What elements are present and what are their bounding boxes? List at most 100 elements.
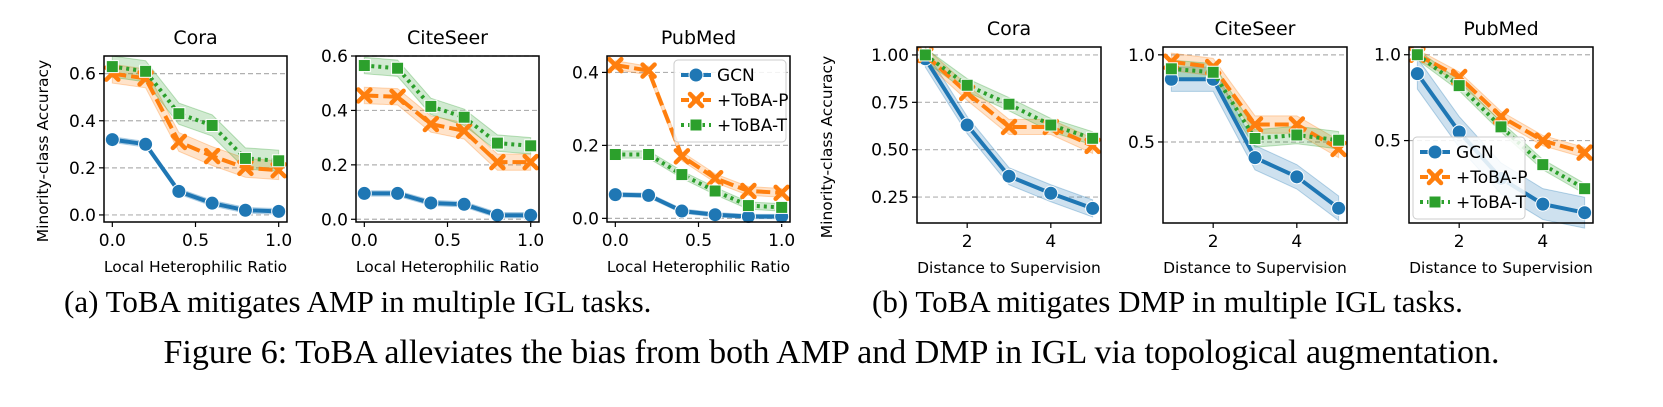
data-point-toba-p bbox=[203, 147, 221, 165]
data-point-gcn bbox=[271, 203, 287, 219]
subplot-b-pubmed: 0.5 1.0 2 4 PubMed Distance to Supervision GCN… bbox=[1374, 18, 1594, 277]
axes-frame bbox=[1162, 46, 1348, 224]
figure-canvas: 0.0 0.2 0.4 0.6 0.0 0.5 1.0 Cora Local Heterophi… bbox=[34, 18, 1594, 277]
data-point-toba-t bbox=[1536, 158, 1550, 172]
data-point-gcn bbox=[959, 117, 975, 133]
y-tick-label: 1.0 bbox=[1128, 46, 1155, 66]
x-tick-label: 4 bbox=[1045, 232, 1056, 252]
data-point-toba-p bbox=[522, 153, 539, 171]
data-point-toba-t bbox=[608, 148, 622, 162]
data-point-toba-p bbox=[673, 148, 691, 165]
y-tick-label: 0.4 bbox=[69, 112, 96, 132]
x-tick-label: 0.5 bbox=[434, 231, 461, 251]
x-tick-label: 1.0 bbox=[265, 231, 292, 251]
x-axis-label: Distance to Supervision bbox=[1409, 259, 1593, 277]
data-point-toba-t bbox=[272, 154, 286, 168]
axes-frame bbox=[916, 46, 1102, 224]
data-point-toba-p bbox=[1000, 118, 1018, 136]
y-tick-label: 0.6 bbox=[321, 47, 348, 67]
data-point-toba-t bbox=[1164, 62, 1178, 76]
data-point-toba-t bbox=[205, 118, 219, 132]
legend-label: GCN bbox=[717, 66, 755, 86]
data-point-toba-p bbox=[356, 87, 373, 104]
legend-marker-gcn bbox=[688, 67, 704, 83]
confidence-band-toba-t bbox=[363, 56, 532, 155]
data-point-toba-t bbox=[1044, 118, 1058, 132]
data-point-gcn bbox=[1043, 185, 1059, 201]
legend-marker-gcn bbox=[1427, 144, 1443, 160]
subplot-title: Cora bbox=[987, 18, 1031, 40]
data-point-gcn bbox=[1409, 66, 1425, 82]
series-line-gcn bbox=[364, 191, 531, 218]
y-tick-label: 1.0 bbox=[1374, 46, 1401, 66]
y-tick-label: 0.50 bbox=[871, 141, 909, 161]
x-tick-label: 1.0 bbox=[768, 231, 795, 251]
subplot-title: PubMed bbox=[661, 27, 736, 49]
series-line-toba-t bbox=[1416, 53, 1586, 191]
x-axis-label: Distance to Supervision bbox=[1163, 259, 1347, 277]
data-point-toba-t bbox=[391, 61, 405, 75]
data-point-toba-p bbox=[607, 56, 624, 74]
data-point-toba-t bbox=[1002, 97, 1016, 111]
data-point-gcn bbox=[423, 195, 439, 211]
legend-label: +ToBA-P bbox=[717, 91, 788, 111]
x-tick-label: 2 bbox=[1454, 232, 1465, 252]
legend-marker-toba-p bbox=[1426, 168, 1444, 186]
y-tick-label: 0.0 bbox=[69, 206, 96, 226]
axes-frame bbox=[1408, 46, 1594, 224]
x-axis-label: Local Heterophilic Ratio bbox=[607, 258, 790, 276]
axes-frame bbox=[355, 55, 540, 223]
data-point-gcn bbox=[1331, 200, 1347, 216]
data-point-toba-p bbox=[170, 133, 188, 151]
data-point-gcn bbox=[523, 207, 539, 223]
data-point-toba-t bbox=[775, 200, 789, 214]
data-point-toba-t bbox=[1248, 131, 1262, 145]
data-point-gcn bbox=[138, 136, 154, 152]
data-point-toba-t bbox=[1578, 182, 1592, 196]
x-tick-label: 0.0 bbox=[99, 231, 126, 251]
subcaption-b: (b) ToBA mitigates DMP in multiple IGL t… bbox=[872, 284, 1463, 319]
data-point-toba-t bbox=[960, 78, 974, 92]
y-tick-label: 0.4 bbox=[321, 101, 348, 121]
data-point-toba-p bbox=[1534, 132, 1552, 149]
data-point-gcn bbox=[456, 196, 472, 212]
data-point-gcn bbox=[1577, 205, 1593, 221]
subcaption-a: (a) ToBA mitigates AMP in multiple IGL t… bbox=[64, 284, 652, 319]
data-point-gcn bbox=[674, 203, 690, 219]
data-point-toba-t bbox=[642, 148, 656, 162]
data-point-toba-p bbox=[706, 169, 724, 187]
data-point-toba-t bbox=[1086, 131, 1100, 145]
data-point-gcn bbox=[1001, 168, 1017, 184]
axes-frame bbox=[103, 55, 288, 223]
subplot-a-cora: 0.0 0.2 0.4 0.6 0.0 0.5 1.0 Cora Local Heterophi… bbox=[34, 27, 292, 276]
data-point-toba-t bbox=[524, 139, 538, 153]
data-point-gcn bbox=[489, 207, 505, 223]
data-point-toba-t bbox=[424, 99, 438, 113]
y-tick-label: 1.00 bbox=[871, 46, 909, 66]
data-point-toba-p bbox=[773, 184, 790, 202]
x-tick-label: 2 bbox=[1208, 232, 1219, 252]
legend-label: +ToBA-T bbox=[1456, 193, 1527, 213]
series-line-toba-p bbox=[614, 63, 782, 195]
subplot-title: PubMed bbox=[1463, 18, 1538, 40]
data-point-toba-t bbox=[741, 199, 755, 213]
data-point-gcn bbox=[171, 183, 187, 199]
data-point-toba-t bbox=[105, 60, 119, 74]
x-axis-label: Distance to Supervision bbox=[917, 259, 1101, 277]
data-point-toba-t bbox=[139, 64, 153, 78]
confidence-band-toba-t bbox=[614, 150, 783, 212]
legend-label: GCN bbox=[1456, 143, 1494, 163]
x-tick-label: 4 bbox=[1537, 232, 1548, 252]
data-point-toba-t bbox=[357, 59, 371, 73]
series-line-toba-p bbox=[1171, 59, 1340, 151]
data-point-toba-p bbox=[455, 122, 473, 140]
x-tick-label: 0.0 bbox=[602, 231, 629, 251]
subplot-title: Cora bbox=[173, 27, 217, 49]
y-axis-label: Minority-class Accuracy bbox=[34, 60, 52, 242]
data-point-toba-p bbox=[1576, 144, 1593, 161]
data-point-toba-t bbox=[918, 48, 932, 62]
legend-marker-toba-t bbox=[689, 118, 703, 132]
legend-marker-toba-p bbox=[687, 91, 705, 109]
data-point-toba-t bbox=[1410, 48, 1424, 62]
subplot-title: CiteSeer bbox=[407, 27, 488, 49]
